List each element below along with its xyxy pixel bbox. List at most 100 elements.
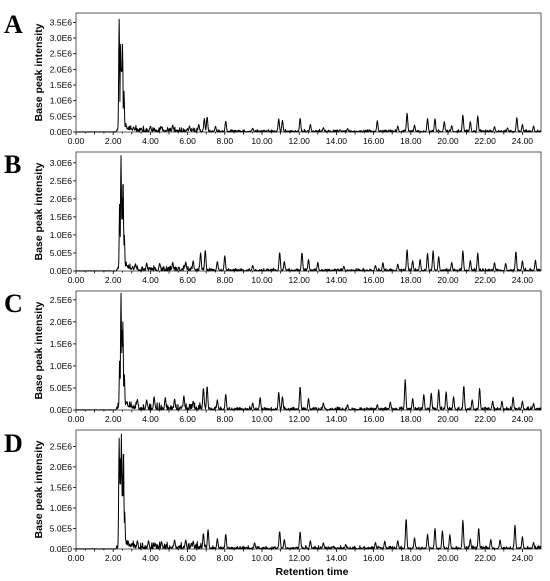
plot-frame xyxy=(75,429,542,550)
y-tick-label: 1.0E6 xyxy=(50,503,72,513)
x-tick-label: 24.00 xyxy=(512,275,534,285)
x-tick-label: 8.00 xyxy=(217,136,234,146)
y-tick-label: 1.5E6 xyxy=(50,80,72,90)
x-tick-label: 20.00 xyxy=(437,553,459,563)
y-tick-label: 1.0E6 xyxy=(50,96,72,106)
x-tick-label: 0.00 xyxy=(68,553,85,563)
x-tick-label: 8.00 xyxy=(217,553,234,563)
x-tick-label: 10.00 xyxy=(251,553,273,563)
y-tick-label: 0.0E0 xyxy=(50,266,72,276)
x-tick-label: 10.00 xyxy=(251,136,273,146)
y-axis-title: Base peak intensity xyxy=(33,162,45,260)
y-tick-label: 1.0E6 xyxy=(50,361,72,371)
y-tick-label: 3.0E6 xyxy=(50,158,72,168)
y-tick-label: 1.0E6 xyxy=(50,230,72,240)
x-tick-label: 0.00 xyxy=(68,414,85,424)
x-tick-label: 20.00 xyxy=(437,136,459,146)
y-tick-label: 0.0E0 xyxy=(50,544,72,554)
y-tick-label: 3.0E6 xyxy=(50,33,72,43)
x-tick-label: 16.00 xyxy=(363,275,385,285)
panel-label: C xyxy=(4,289,23,318)
x-tick-label: 24.00 xyxy=(512,553,534,563)
x-tick-label: 14.00 xyxy=(326,553,348,563)
x-tick-label: 18.00 xyxy=(400,275,422,285)
y-tick-label: 2.0E6 xyxy=(50,194,72,204)
y-axis-title: Base peak intensity xyxy=(33,301,45,399)
x-tick-label: 24.00 xyxy=(512,414,534,424)
x-tick-label: 8.00 xyxy=(217,275,234,285)
x-tick-label: 0.00 xyxy=(68,275,85,285)
y-tick-label: 3.5E6 xyxy=(50,17,72,27)
y-axis-title: Base peak intensity xyxy=(33,440,45,538)
x-tick-label: 2.00 xyxy=(105,553,122,563)
x-tick-label: 14.00 xyxy=(326,414,348,424)
chromatogram-trace xyxy=(75,18,542,133)
chart-panel-c: C 0.0E0 5.0E5 1.0E6 1.5E6 2.0E6 2.5E6 0.00 2.00 4… xyxy=(4,289,542,424)
y-tick-label: 2.0E6 xyxy=(50,64,72,74)
y-tick-label: 5.0E5 xyxy=(50,111,72,121)
y-tick-label: 2.5E6 xyxy=(50,176,72,186)
x-tick-label: 22.00 xyxy=(475,136,497,146)
y-tick-label: 2.0E6 xyxy=(50,317,72,327)
y-tick-label: 5.0E5 xyxy=(50,523,72,533)
x-tick-label: 6.00 xyxy=(179,553,196,563)
chart-panel-b: B 0.0E0 5.0E5 1.0E6 1.5E6 2.0E6 2.5E6 3.0E6 0.00… xyxy=(4,150,542,285)
x-tick-label: 4.00 xyxy=(142,414,159,424)
chart-panel-d: D 0.0E0 5.0E5 1.0E6 1.5E6 2.0E6 2.5E6 0.00 2.00 4… xyxy=(4,429,542,563)
x-tick-label: 18.00 xyxy=(400,414,422,424)
y-tick-label: 1.5E6 xyxy=(50,212,72,222)
x-tick-label: 16.00 xyxy=(363,136,385,146)
chromatogram-trace xyxy=(75,433,542,550)
x-tick-label: 16.00 xyxy=(363,414,385,424)
chart-panel-a: A 0.0E0 5.0E5 1.0E6 1.5E6 2.0E6 2.5E6 3.0E6 3.5E… xyxy=(4,10,542,146)
y-tick-label: 0.0E0 xyxy=(50,405,72,415)
plot-frame xyxy=(75,290,542,411)
panel-label: D xyxy=(4,429,23,458)
x-tick-label: 14.00 xyxy=(326,275,348,285)
x-tick-label: 12.00 xyxy=(289,414,311,424)
x-tick-label: 4.00 xyxy=(142,275,159,285)
x-tick-label: 14.00 xyxy=(326,136,348,146)
y-tick-label: 5.0E5 xyxy=(50,383,72,393)
y-tick-label: 5.0E5 xyxy=(50,248,72,258)
x-tick-label: 18.00 xyxy=(400,136,422,146)
plot-frame xyxy=(75,151,542,272)
panel-label: B xyxy=(4,150,21,179)
x-tick-label: 10.00 xyxy=(251,414,273,424)
x-tick-label: 6.00 xyxy=(179,414,196,424)
x-tick-label: 2.00 xyxy=(105,275,122,285)
x-tick-label: 4.00 xyxy=(142,553,159,563)
x-tick-label: 10.00 xyxy=(251,275,273,285)
x-tick-label: 8.00 xyxy=(217,414,234,424)
x-tick-label: 0.00 xyxy=(68,136,85,146)
y-tick-label: 1.5E6 xyxy=(50,339,72,349)
y-tick-label: 1.5E6 xyxy=(50,482,72,492)
x-tick-label: 24.00 xyxy=(512,136,534,146)
y-tick-label: 2.5E6 xyxy=(50,49,72,59)
x-tick-label: 18.00 xyxy=(400,553,422,563)
x-tick-label: 6.00 xyxy=(179,136,196,146)
x-axis-title: Retention time xyxy=(276,566,349,578)
x-tick-label: 12.00 xyxy=(289,136,311,146)
panel-label: A xyxy=(4,10,23,39)
y-tick-label: 2.5E6 xyxy=(50,441,72,451)
chromatogram-trace xyxy=(75,155,542,272)
x-tick-label: 2.00 xyxy=(105,414,122,424)
x-tick-label: 20.00 xyxy=(437,275,459,285)
y-tick-label: 0.0E0 xyxy=(50,127,72,137)
x-tick-label: 22.00 xyxy=(475,275,497,285)
x-tick-label: 22.00 xyxy=(475,414,497,424)
plot-frame xyxy=(75,12,542,133)
x-tick-label: 4.00 xyxy=(142,136,159,146)
y-axis-title: Base peak intensity xyxy=(33,23,45,121)
x-tick-label: 12.00 xyxy=(289,553,311,563)
x-tick-label: 16.00 xyxy=(363,553,385,563)
y-tick-label: 2.5E6 xyxy=(50,295,72,305)
x-tick-label: 22.00 xyxy=(475,553,497,563)
x-tick-label: 12.00 xyxy=(289,275,311,285)
x-tick-label: 6.00 xyxy=(179,275,196,285)
x-tick-label: 2.00 xyxy=(105,136,122,146)
chromatogram-trace xyxy=(75,292,542,411)
x-tick-label: 20.00 xyxy=(437,414,459,424)
